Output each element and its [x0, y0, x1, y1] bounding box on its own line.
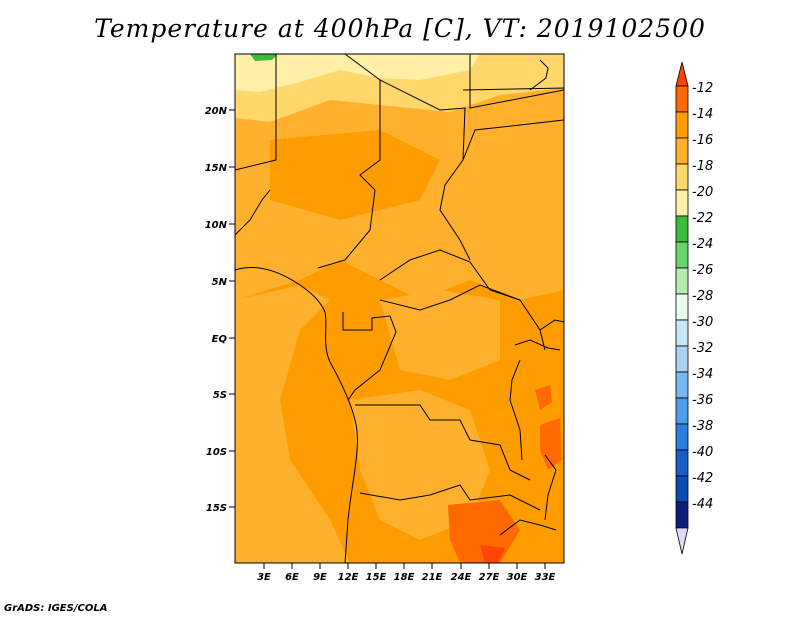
lat-label-15n: 15N — [205, 163, 228, 174]
colorbar-label: -30 — [692, 315, 713, 330]
field-region-south — [350, 390, 490, 540]
field-warm-spot-1 — [535, 385, 552, 410]
field-warm-spot-4 — [480, 545, 505, 563]
colorbar-segment — [675, 85, 689, 113]
border-egypt-sudan — [462, 87, 565, 91]
field-region-green — [250, 54, 278, 61]
lat-label-5n: 5N — [212, 277, 228, 288]
border-uganda — [539, 319, 565, 331]
colorbar-label: -44 — [692, 497, 713, 512]
lon-label-9e: 9E — [313, 572, 327, 583]
colorbar-label: -18 — [692, 159, 713, 174]
colorbar-segment — [675, 163, 689, 191]
field-warm-spot-2 — [540, 418, 562, 470]
colorbar-label: -34 — [692, 367, 713, 382]
colorbar-segment — [675, 111, 689, 139]
grads-credit: GrADS: IGES/COLA — [4, 603, 108, 614]
lat-label-5s: 5S — [213, 390, 227, 401]
country-borders — [234, 53, 565, 564]
colorbar-segment — [675, 267, 689, 295]
border-mauritania-mali — [234, 54, 277, 171]
field-region-sahel — [270, 130, 440, 220]
coastline-west — [234, 267, 358, 564]
colorbar-label: -14 — [692, 107, 713, 122]
colorbar-segment — [675, 423, 689, 451]
colorbar-label: -36 — [692, 393, 713, 408]
field-region-west — [235, 285, 350, 563]
border-lake-victoria — [514, 339, 561, 351]
border-mali-niger — [317, 53, 381, 269]
colorbar: -12 -14 -16 -18 -20 -22 -24 -26 -28 -30 … — [675, 61, 713, 555]
lon-label-3e: 3E — [257, 572, 271, 583]
colorbar-label: -16 — [692, 133, 713, 148]
lat-axis: 20N 15N 10N 5N EQ 5S 10S 15S — [205, 106, 235, 514]
colorbar-segment — [675, 397, 689, 425]
lon-label-6e: 6E — [285, 572, 299, 583]
border-guinea — [234, 189, 271, 236]
lat-label-10n: 10N — [205, 220, 228, 231]
border-libya-egypt — [469, 54, 565, 109]
colorbar-segment — [675, 215, 689, 243]
colorbar-segment — [675, 293, 689, 321]
lat-label-10s: 10S — [206, 447, 227, 458]
colorbar-label: -12 — [692, 81, 713, 96]
colorbar-segment — [675, 319, 689, 347]
colorbar-segment — [675, 241, 689, 269]
field-region-center — [380, 290, 500, 380]
border-drc-angola — [355, 404, 531, 481]
coastline-red-sea — [529, 59, 549, 91]
lat-label-20n: 20N — [205, 106, 228, 117]
temperature-field — [235, 54, 564, 563]
border-zimbabwe — [499, 519, 557, 536]
colorbar-segment — [675, 501, 689, 529]
border-lake-tanganyika — [509, 359, 523, 461]
colorbar-label: -42 — [692, 471, 713, 486]
border-malawi — [544, 454, 557, 521]
colorbar-label: -20 — [692, 185, 713, 200]
colorbar-label: -32 — [692, 341, 713, 356]
lon-axis: 3E 6E 9E 12E 15E 18E 21E 24E 27E 30E 33E — [257, 563, 556, 583]
colorbar-label: -22 — [692, 211, 713, 226]
field-warm-spot-3 — [448, 500, 520, 563]
field-region-cold — [235, 54, 480, 92]
lon-label-12e: 12E — [338, 572, 359, 583]
border-sudan-north — [462, 119, 565, 161]
lon-label-33e: 33E — [535, 572, 556, 583]
chart-title: Temperature at 400hPa [C], VT: 201910250… — [94, 14, 706, 43]
lon-label-24e: 24E — [451, 572, 472, 583]
border-congo-gabon — [342, 312, 397, 401]
colorbar-label: -28 — [692, 289, 713, 304]
lon-label-15e: 15E — [366, 572, 387, 583]
colorbar-label: -26 — [692, 263, 713, 278]
border-angola-zambia — [359, 484, 541, 511]
border-niger-chad — [379, 79, 471, 261]
colorbar-segment — [675, 371, 689, 399]
colorbar-label: -24 — [692, 237, 713, 252]
colorbar-label: -38 — [692, 419, 713, 434]
colorbar-segment — [675, 345, 689, 373]
colorbar-segment — [675, 137, 689, 165]
lon-label-18e: 18E — [394, 572, 415, 583]
colorbar-segment — [675, 449, 689, 477]
colorbar-top-arrow — [675, 61, 689, 87]
colorbar-segment — [675, 189, 689, 217]
lon-label-30e: 30E — [507, 572, 528, 583]
lat-label-15s: 15S — [206, 503, 227, 514]
border-car-north — [379, 249, 521, 301]
map-frame — [234, 53, 565, 564]
lon-label-21e: 21E — [422, 572, 443, 583]
colorbar-label: -40 — [692, 445, 713, 460]
lon-label-27e: 27E — [479, 572, 500, 583]
colorbar-bottom-arrow — [675, 527, 689, 555]
lat-label-eq: EQ — [212, 334, 228, 345]
colorbar-segment — [675, 475, 689, 503]
